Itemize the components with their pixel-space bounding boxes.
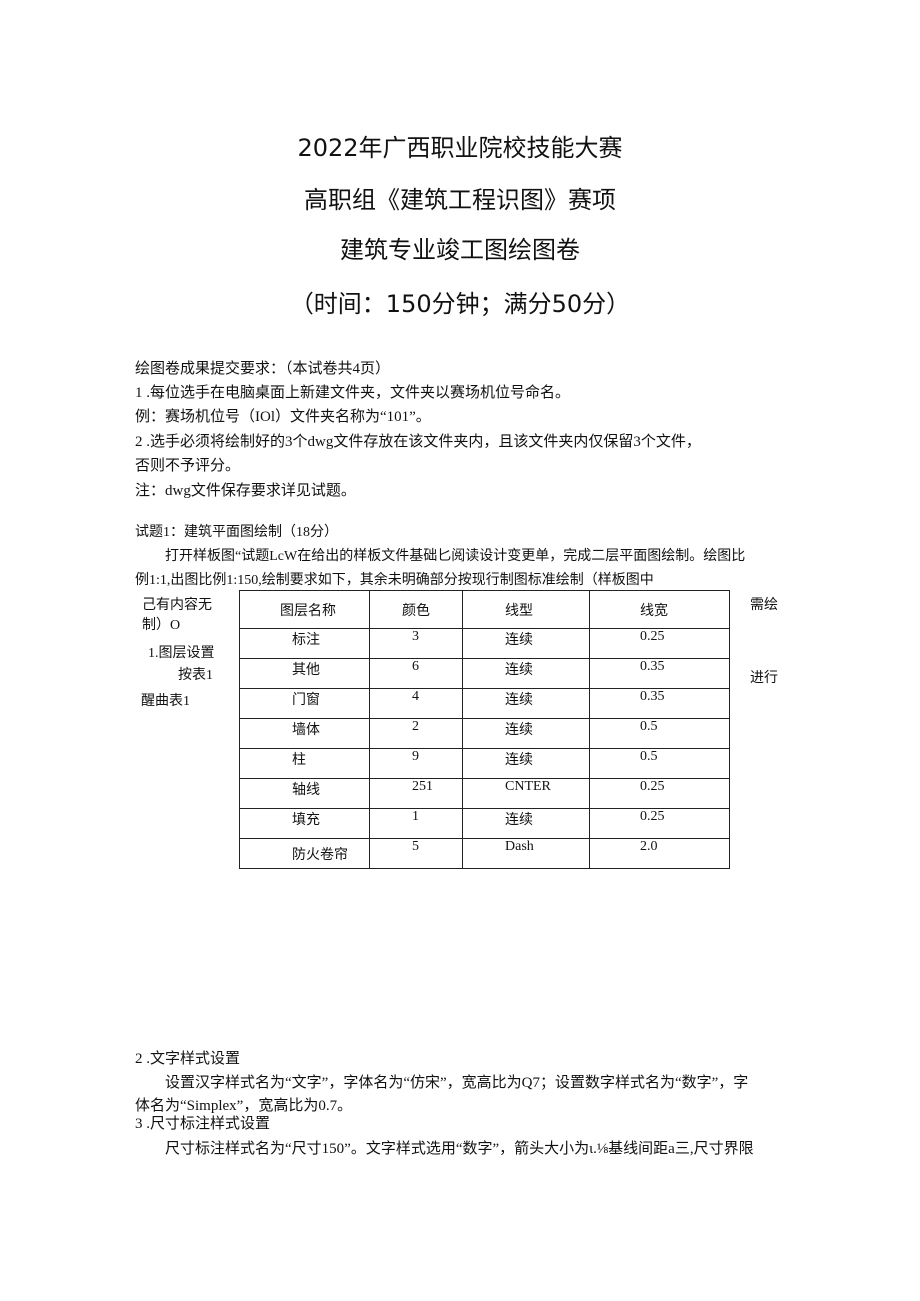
table-cell: 连续 xyxy=(462,808,590,839)
header-cell: 颜色 xyxy=(369,590,463,629)
table-row: 墙体 2 连续 0.5 xyxy=(239,718,730,749)
table-cell: 连续 xyxy=(462,688,590,719)
table-cell: 柱 xyxy=(239,748,370,779)
side-text: 制）O xyxy=(142,618,181,633)
table-cell: 其他 xyxy=(239,658,370,689)
table-cell: 连续 xyxy=(462,658,590,689)
table-cell: 2 xyxy=(369,718,463,749)
table-cell: Dash xyxy=(462,838,590,869)
question-1-paragraph: 打开样板图“试题LcW在给出的样板文件基础匕阅读设计变更单，完成二层平面图绘制。… xyxy=(165,549,746,564)
table-row: 填充 1 连续 0.25 xyxy=(239,808,730,839)
side-text: 按表1 xyxy=(178,668,213,683)
table-cell: 连续 xyxy=(462,718,590,749)
table-cell: 6 xyxy=(369,658,463,689)
intro-line: 绘图卷成果提交要求：（本试卷共4页） xyxy=(135,361,391,377)
table-cell: 1 xyxy=(369,808,463,839)
table-row: 门窗 4 连续 0.35 xyxy=(239,688,730,719)
side-text: 需绘 xyxy=(750,598,778,613)
table-cell: 5 xyxy=(369,838,463,869)
table-cell: 2.0 xyxy=(589,838,730,869)
intro-line: 例：赛场机位号（IOl）文件夹名称为“101”。 xyxy=(135,409,431,425)
layer-settings-table: 图层名称 颜色 线型 线宽 标注 3 连续 0.25 其他 6 连续 0.35 门窗 4 连续 0.3… xyxy=(239,590,730,869)
table-cell: 251 xyxy=(369,778,463,809)
question-1-paragraph: 例1:1,出图比例1:150,绘制要求如下，其余未明确部分按现行制图标准绘制（样… xyxy=(135,573,654,588)
intro-line: 否则不予评分。 xyxy=(135,458,241,474)
table-cell: 4 xyxy=(369,688,463,719)
side-text: 己有内容无 xyxy=(142,598,212,613)
table-cell: 0.5 xyxy=(589,748,730,779)
table-cell: 0.35 xyxy=(589,658,730,689)
side-text: 进行 xyxy=(750,671,778,686)
table-cell: CNTER xyxy=(462,778,590,809)
table-cell: 填充 xyxy=(239,808,370,839)
header-cell: 图层名称 xyxy=(239,590,370,629)
paragraph-line: 体名为“Simplex”，宽高比为0.7。 xyxy=(135,1098,353,1114)
section-heading: 2 .文字样式设置 xyxy=(135,1051,241,1067)
intro-line: 注：dwg文件保存要求详见试题。 xyxy=(135,483,356,499)
table-row: 柱 9 连续 0.5 xyxy=(239,748,730,779)
table-row: 防火卷帘 5 Dash 2.0 xyxy=(239,838,730,869)
section-heading: 3 .尺寸标注样式设置 xyxy=(135,1116,271,1132)
paragraph-line: 设置汉字样式名为“文字”，字体名为“仿宋”，宽高比为Q7；设置数字样式名为“数字… xyxy=(165,1075,749,1091)
side-text: 1.图层设置 xyxy=(148,646,215,661)
table-cell: 0.25 xyxy=(589,628,730,659)
intro-line: 2 .选手必须将绘制好的3个dwg文件存放在该文件夹内，且该文件夹内仅保留3个文… xyxy=(135,434,701,450)
table-cell: 0.35 xyxy=(589,688,730,719)
table-row: 标注 3 连续 0.25 xyxy=(239,628,730,659)
table-cell: 连续 xyxy=(462,748,590,779)
table-cell: 3 xyxy=(369,628,463,659)
table-cell: 连续 xyxy=(462,628,590,659)
table-cell: 0.5 xyxy=(589,718,730,749)
title-line-2: 高职组《建筑工程识图》赛项 xyxy=(304,186,616,214)
title-line-4: （时间：150分钟；满分50分） xyxy=(289,290,631,318)
table-cell: 0.25 xyxy=(589,778,730,809)
table-cell: 轴线 xyxy=(239,778,370,809)
table-cell: 0.25 xyxy=(589,808,730,839)
table-row: 轴线 251 CNTER 0.25 xyxy=(239,778,730,809)
paragraph-line: 尺寸标注样式名为“尺寸150”。文字样式选用“数字”，箭头大小为ι.⅛基线间距a… xyxy=(165,1141,754,1157)
title-line-3: 建筑专业竣工图绘图卷 xyxy=(340,236,580,264)
question-1-title: 试题1：建筑平面图绘制（18分） xyxy=(135,525,338,540)
header-cell: 线宽 xyxy=(589,590,730,629)
table-cell: 门窗 xyxy=(239,688,370,719)
side-text: 醒曲表1 xyxy=(141,694,190,709)
table-cell: 防火卷帘 xyxy=(239,838,370,869)
table-cell: 标注 xyxy=(239,628,370,659)
table-cell: 9 xyxy=(369,748,463,779)
table-header-row: 图层名称 颜色 线型 线宽 xyxy=(239,590,730,629)
intro-line: 1 .每位选手在电脑桌面上新建文件夹，文件夹以赛场机位号命名。 xyxy=(135,385,571,401)
header-cell: 线型 xyxy=(462,590,590,629)
table-row: 其他 6 连续 0.35 xyxy=(239,658,730,689)
table-cell: 墙体 xyxy=(239,718,370,749)
title-line-1: 2022年广西职业院校技能大赛 xyxy=(297,134,623,162)
